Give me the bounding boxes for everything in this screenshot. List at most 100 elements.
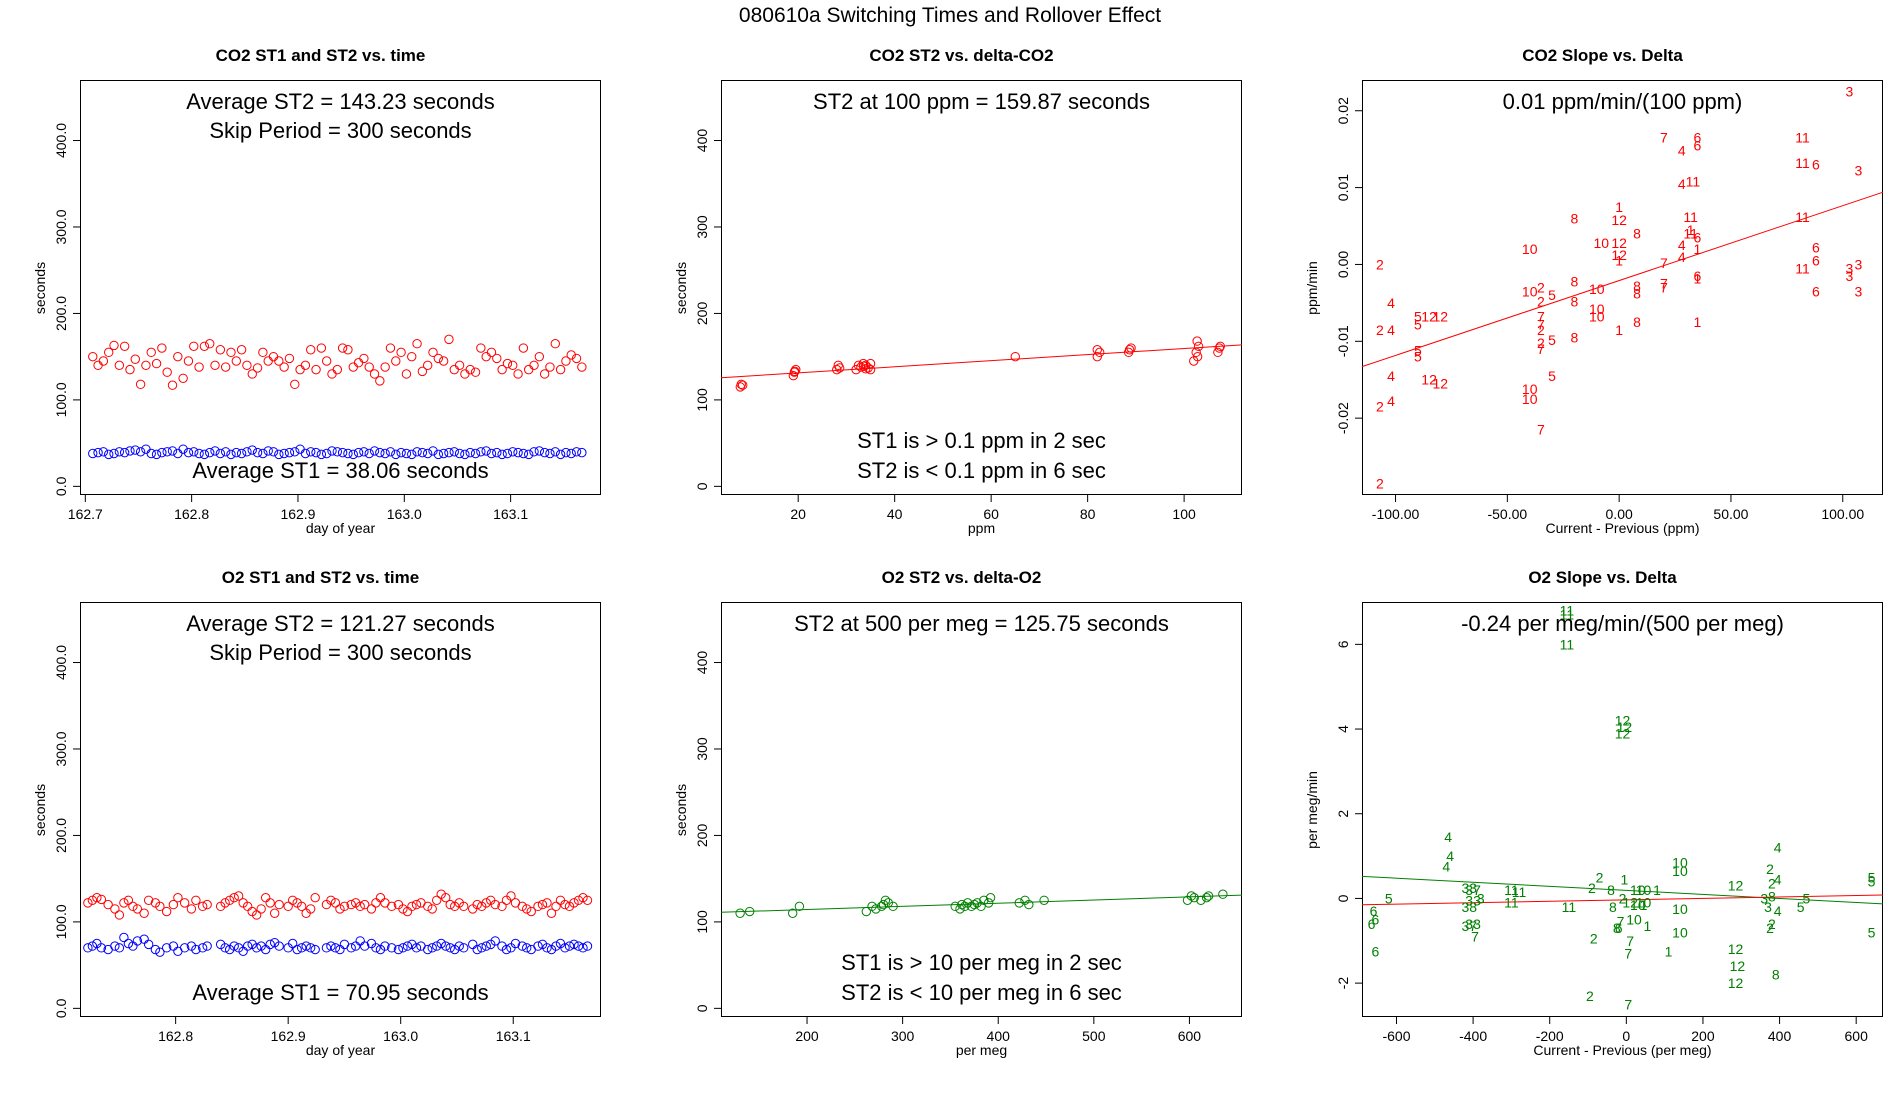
labeled-data-point: 7 bbox=[1617, 914, 1625, 930]
data-point-st1 bbox=[231, 447, 242, 458]
y-axis-label: seconds bbox=[32, 783, 48, 837]
labeled-data-point: 33 bbox=[1465, 916, 1481, 932]
data-point-st1 bbox=[533, 941, 543, 951]
data-point-st2 bbox=[401, 369, 412, 379]
labeled-data-point: 8 bbox=[1607, 882, 1615, 898]
data-point-st1 bbox=[364, 448, 374, 459]
y-tick-label: 0 bbox=[694, 1004, 710, 1012]
labeled-data-point: 7 bbox=[1624, 996, 1632, 1012]
labeled-data-point: 5 bbox=[1868, 873, 1876, 889]
data-point-st2 bbox=[1092, 345, 1102, 355]
data-point-st1 bbox=[242, 447, 252, 457]
data-point-st1 bbox=[441, 941, 451, 951]
data-point-st2 bbox=[316, 343, 327, 353]
data-point-st1 bbox=[396, 447, 406, 458]
data-point-st2 bbox=[444, 334, 454, 345]
data-point-st2 bbox=[888, 901, 898, 912]
data-point-st2 bbox=[880, 895, 891, 905]
data-point-st1 bbox=[433, 449, 444, 460]
data-point-st1 bbox=[301, 941, 311, 951]
data-point-st2 bbox=[251, 910, 262, 920]
data-point-st2 bbox=[542, 898, 552, 908]
data-point-st2 bbox=[194, 362, 204, 372]
x-tick-label: 163.1 bbox=[496, 1028, 531, 1044]
data-point-st2 bbox=[470, 367, 481, 377]
labeled-data-point: 8 bbox=[1571, 329, 1579, 345]
data-point-st2 bbox=[220, 362, 231, 372]
labeled-data-point: 6 bbox=[1694, 130, 1702, 146]
labeled-data-point: 5 bbox=[1868, 924, 1876, 940]
data-point-st2 bbox=[506, 891, 516, 901]
y-tick-label: 200.0 bbox=[53, 296, 69, 331]
data-point-st1 bbox=[545, 448, 555, 459]
data-point-st2 bbox=[791, 364, 801, 375]
data-point-st2 bbox=[502, 358, 513, 369]
data-point-st1 bbox=[402, 941, 413, 951]
data-point-st2 bbox=[788, 370, 799, 381]
labeled-data-point: 12 bbox=[1617, 719, 1633, 735]
data-point-st1 bbox=[220, 943, 230, 953]
data-point-st2 bbox=[220, 898, 230, 908]
data-point-st2 bbox=[202, 899, 212, 910]
data-point-st2 bbox=[398, 904, 408, 914]
data-point-st2 bbox=[247, 369, 257, 379]
data-point-st1 bbox=[130, 445, 140, 455]
data-point-st2 bbox=[375, 376, 385, 386]
data-point-st1 bbox=[183, 447, 194, 458]
data-point-st2 bbox=[578, 892, 588, 903]
data-point-st1 bbox=[143, 939, 154, 950]
data-point-st2 bbox=[517, 901, 527, 912]
plot-frame bbox=[1362, 602, 1883, 1017]
x-axis-label: day of year bbox=[305, 1042, 376, 1058]
data-point-st2 bbox=[205, 338, 215, 349]
plot-frame bbox=[721, 602, 1242, 1017]
labeled-data-point: 4 bbox=[1774, 840, 1782, 856]
data-point-st2 bbox=[252, 363, 263, 373]
data-point-st2 bbox=[573, 895, 584, 905]
labeled-data-point: 4 bbox=[1387, 295, 1395, 311]
data-point-st2 bbox=[422, 360, 433, 371]
data-point-st2 bbox=[87, 895, 98, 905]
data-point-st2 bbox=[109, 340, 119, 351]
labeled-data-point: 1 bbox=[1615, 199, 1623, 215]
data-point-st2 bbox=[969, 899, 980, 910]
data-point-st2 bbox=[571, 353, 582, 364]
data-point-st2 bbox=[555, 364, 566, 375]
labeled-data-point: 11 bbox=[1683, 209, 1698, 225]
data-point-st2 bbox=[88, 351, 98, 362]
labeled-data-point: 37 bbox=[1465, 882, 1481, 898]
data-point-st1 bbox=[486, 448, 497, 459]
data-point-st2 bbox=[143, 895, 154, 905]
data-point-st1 bbox=[194, 448, 204, 459]
data-point-st1 bbox=[300, 448, 311, 459]
y-tick-label: 0.0 bbox=[53, 476, 69, 496]
data-point-st1 bbox=[87, 941, 98, 951]
labeled-data-point: 7 bbox=[1660, 280, 1668, 296]
data-point-st2 bbox=[226, 347, 236, 358]
data-point-st2 bbox=[296, 901, 307, 912]
annotation-st2-threshold: ST2 is < 0.1 ppm in 6 sec bbox=[857, 458, 1106, 483]
labeled-data-point: 11 bbox=[1795, 155, 1810, 171]
data-point-st1 bbox=[481, 446, 491, 456]
data-point-st2 bbox=[386, 901, 397, 912]
data-point-st2 bbox=[224, 895, 235, 905]
labeled-data-point: 4 bbox=[1678, 176, 1686, 192]
labeled-data-point: 2 bbox=[1376, 475, 1384, 491]
data-point-st2 bbox=[332, 364, 343, 375]
data-point-st1 bbox=[393, 944, 404, 955]
labeled-data-point: 12 bbox=[1432, 376, 1448, 392]
labeled-data-point: 3 bbox=[1846, 268, 1854, 284]
data-point-st2 bbox=[472, 899, 482, 910]
labeled-data-point: 38 bbox=[1461, 899, 1477, 915]
y-axis-label: seconds bbox=[673, 783, 689, 837]
annotation-slope-rate: 0.01 ppm/min/(100 ppm) bbox=[1502, 89, 1743, 114]
labeled-data-point: 11 bbox=[1795, 130, 1810, 146]
data-point-st1 bbox=[199, 449, 210, 460]
data-point-st2 bbox=[736, 379, 746, 390]
data-point-st2 bbox=[258, 347, 268, 358]
data-point-st2 bbox=[155, 901, 165, 912]
labeled-data-point: 8 bbox=[1609, 899, 1617, 915]
labeled-data-point: 12 bbox=[1622, 895, 1638, 911]
labeled-data-point: 7 bbox=[1537, 309, 1545, 325]
labeled-data-point: 5 bbox=[1385, 890, 1393, 906]
